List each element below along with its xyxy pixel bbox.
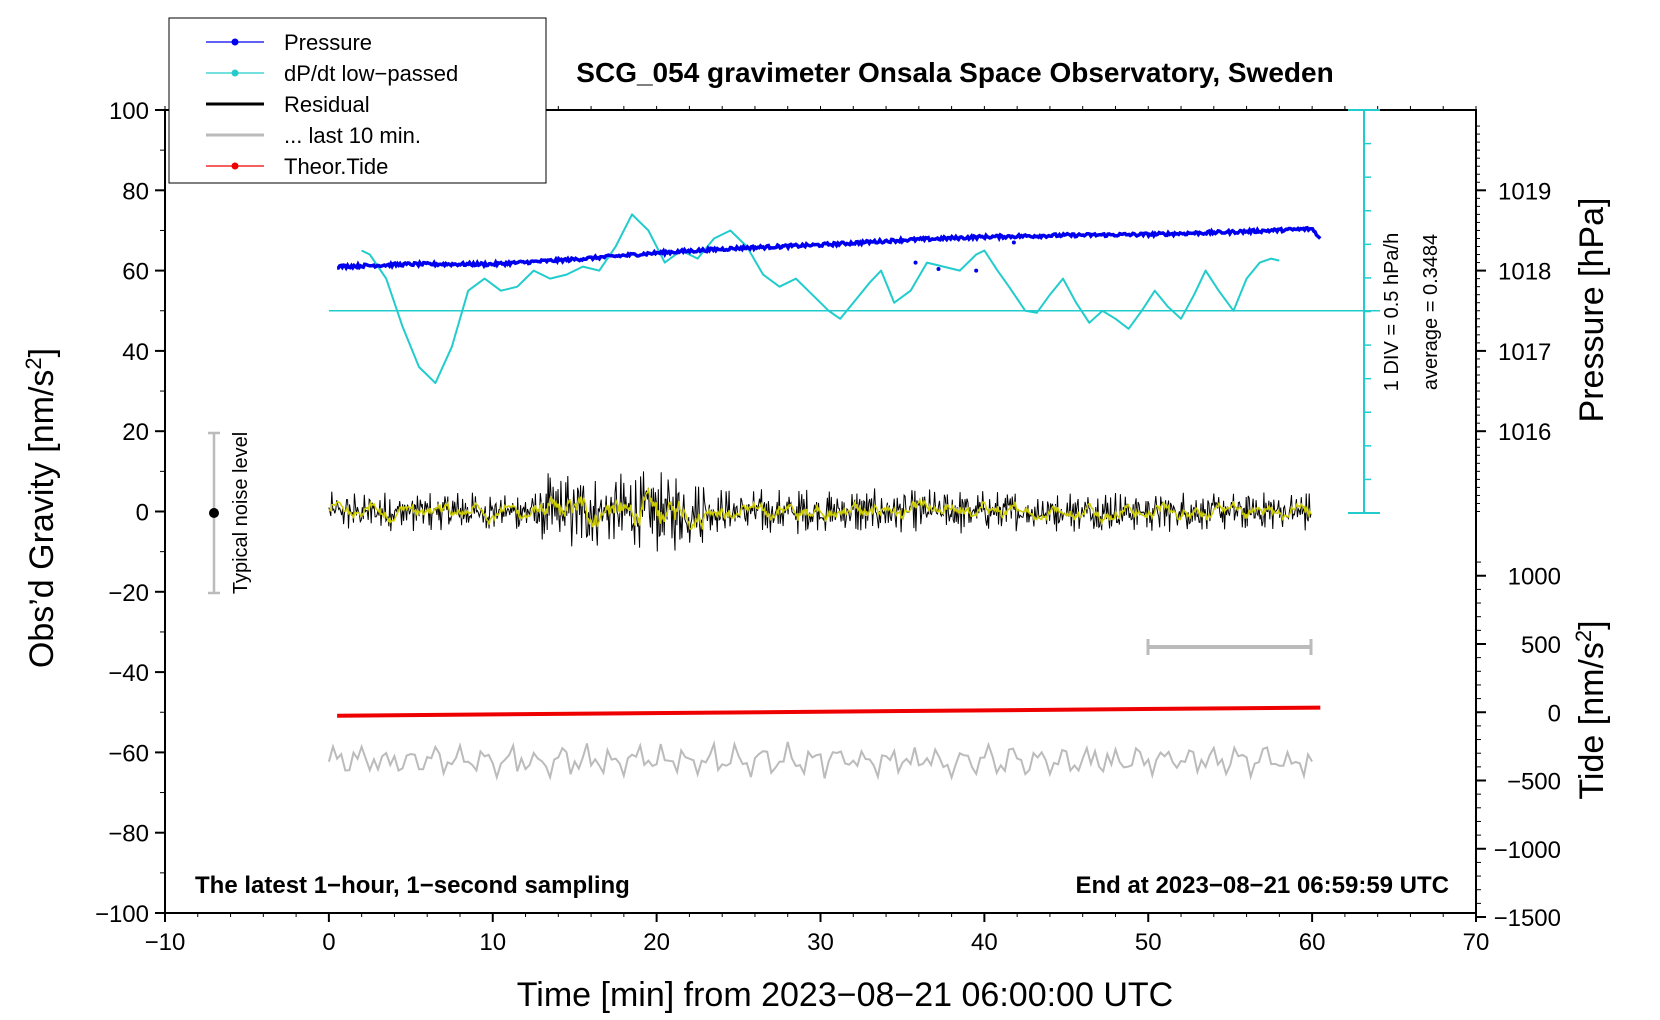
- legend-marker: [231, 38, 239, 46]
- tide-tick-label: 0: [1548, 700, 1561, 727]
- ten-minute-bar: [1146, 639, 1313, 655]
- pressure-outlier-point: [974, 268, 979, 273]
- legend-label: Pressure: [284, 30, 372, 55]
- pressure-tick-label: 1016: [1498, 419, 1551, 446]
- tide-axis-title-text: Tide [nm/s: [1573, 642, 1611, 799]
- left-axis-title-sup: 2: [21, 357, 46, 369]
- x-tick-label: 30: [807, 929, 834, 956]
- dpdt-line: [361, 213, 1280, 384]
- axes: −10 0 10 20 30 40 50 60 70100806040200−20−40−60−…: [95, 98, 1561, 956]
- tide-axis-title: Tide [nm/s2]: [1571, 620, 1611, 799]
- dpdt-average-label: average = 0.3484: [1420, 234, 1442, 390]
- left-axis-title-text: Obs’d Gravity [nm/s: [23, 370, 61, 669]
- legend: Pressure dP/dt low−passed Residual ... last…: [168, 17, 547, 184]
- x-tick-label: 70: [1463, 929, 1490, 956]
- chart-title: SCG_054 gravimeter Onsala Space Observat…: [576, 57, 1333, 88]
- tide-tick-label: −500: [1507, 769, 1561, 796]
- y-tick-label: −60: [108, 740, 149, 767]
- noise-label: Typical noise level: [230, 432, 252, 594]
- y-tick-label: −40: [108, 660, 149, 687]
- y-tick-label: 20: [122, 419, 149, 446]
- tide-axis-title-sup: 2: [1571, 630, 1596, 642]
- noise-level-indicator: Typical noise level: [208, 431, 252, 595]
- pressure-tick-label: 1019: [1498, 178, 1551, 205]
- dpdt-scale-label: 1 DIV = 0.5 hPa/h: [1381, 233, 1403, 391]
- x-tick-label: 50: [1135, 929, 1162, 956]
- legend-label: Residual: [284, 92, 370, 117]
- tide-line: [337, 705, 1321, 718]
- pressure-tick-label: 1018: [1498, 259, 1551, 286]
- sampling-note: The latest 1−hour, 1−second sampling: [195, 872, 630, 899]
- pressure-tick-label: 1017: [1498, 339, 1551, 366]
- x-tick-label: 40: [971, 929, 998, 956]
- y-tick-label: 100: [109, 98, 149, 125]
- theoretical-tide-series: [337, 705, 1321, 718]
- pressure-outlier-point: [936, 266, 941, 271]
- y-tick-label: 0: [136, 500, 149, 527]
- legend-label: Theor.Tide: [284, 154, 388, 179]
- tide-tick-label: 500: [1521, 632, 1561, 659]
- last-10-min-line: [327, 739, 1313, 781]
- dpdt-scale: 1 DIV = 0.5 hPa/h average = 0.3484: [1348, 109, 1442, 514]
- x-tick-label: 0: [322, 929, 335, 956]
- y-tick-label: 60: [122, 259, 149, 286]
- end-time-note: End at 2023−08−21 06:59:59 UTC: [1075, 872, 1449, 899]
- noise-dot: [209, 508, 219, 518]
- y-tick-label: 80: [122, 178, 149, 205]
- y-tick-label: −80: [108, 821, 149, 848]
- tide-tick-label: −1500: [1494, 905, 1561, 932]
- x-axis-title: Time [min] from 2023−08−21 06:00:00 UTC: [517, 976, 1173, 1014]
- pressure-series: [336, 225, 1322, 273]
- last-10-min-series: [327, 739, 1313, 781]
- tide-axis-title-end: ]: [1573, 620, 1611, 629]
- tide-tick-label: −1000: [1494, 837, 1561, 864]
- y-tick-label: −100: [95, 901, 149, 928]
- tide-tick-label: 1000: [1508, 564, 1561, 591]
- pressure-axis-title: Pressure [hPa]: [1573, 198, 1611, 423]
- y-tick-label: −20: [108, 580, 149, 607]
- pressure-outlier-point: [1011, 240, 1016, 245]
- x-tick-label: 10: [479, 929, 506, 956]
- dpdt-series: [328, 213, 1380, 384]
- pressure-line: [336, 225, 1322, 272]
- residual-lowpass-line: [328, 486, 1312, 531]
- legend-marker: [231, 69, 239, 77]
- left-axis-title-end: ]: [23, 348, 61, 357]
- x-tick-label: 20: [643, 929, 670, 956]
- residual-lowpass-series: [328, 486, 1312, 531]
- y-tick-label: 40: [122, 339, 149, 366]
- pressure-outlier-point: [913, 260, 918, 265]
- x-tick-label: −10: [145, 929, 186, 956]
- x-tick-label: 60: [1299, 929, 1326, 956]
- legend-label: ... last 10 min.: [284, 123, 421, 148]
- legend-marker: [231, 162, 239, 170]
- left-axis-title: Obs’d Gravity [nm/s2]: [21, 348, 61, 668]
- legend-label: dP/dt low−passed: [284, 61, 458, 86]
